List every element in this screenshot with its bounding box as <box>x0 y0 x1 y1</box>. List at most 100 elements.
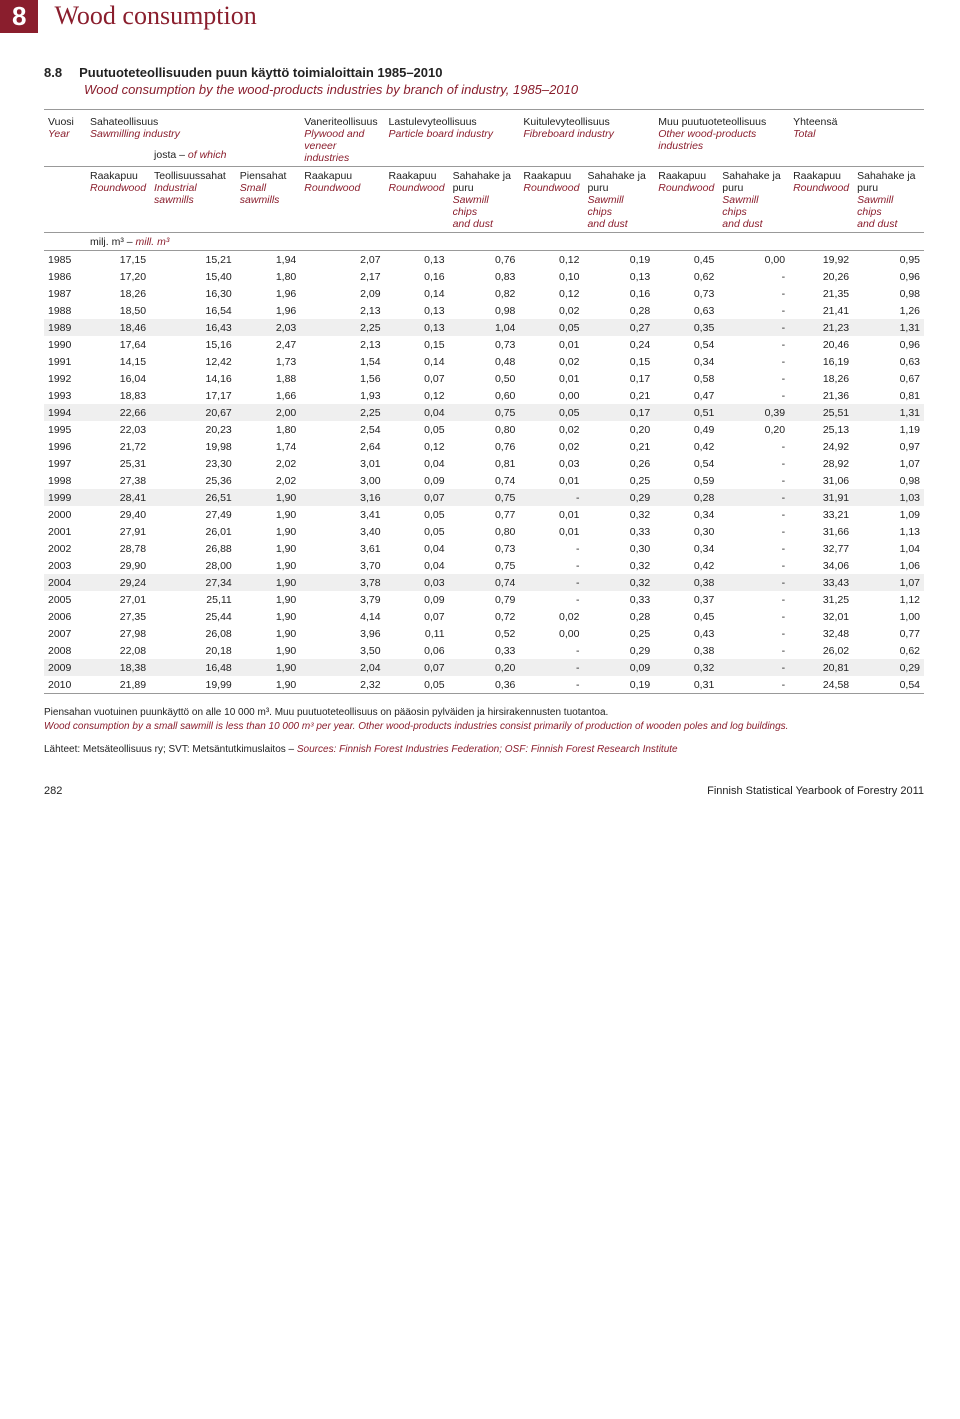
cell: 15,21 <box>150 251 236 269</box>
cell: 16,43 <box>150 319 236 336</box>
cell: 14,15 <box>86 353 150 370</box>
cell: 0,20 <box>718 421 789 438</box>
cell: 25,31 <box>86 455 150 472</box>
cell: 33,21 <box>789 506 853 523</box>
cell: 0,62 <box>853 642 924 659</box>
cell: 0,01 <box>519 523 583 540</box>
table-row: 199725,3123,302,023,010,040,810,030,260,… <box>44 455 924 472</box>
cell: 0,38 <box>654 642 718 659</box>
cell: 0,75 <box>449 404 520 421</box>
cell: 0,00 <box>519 387 583 404</box>
sources-en: Sources: Finnish Forest Industries Feder… <box>297 744 678 755</box>
cell: 0,67 <box>853 370 924 387</box>
table-head: Vuosi Year Sahateollisuus Sawmilling ind… <box>44 109 924 251</box>
cell: 22,66 <box>86 404 150 421</box>
cell: - <box>718 336 789 353</box>
cell: 0,07 <box>385 489 449 506</box>
cell: 0,54 <box>853 676 924 694</box>
cell: 2,25 <box>300 319 384 336</box>
cell: 0,49 <box>654 421 718 438</box>
cell: 1,80 <box>236 421 301 438</box>
cell: 16,48 <box>150 659 236 676</box>
cell: 0,36 <box>449 676 520 694</box>
cell: 18,46 <box>86 319 150 336</box>
cell: 2,47 <box>236 336 301 353</box>
sh-raaka-fi-2: Raakapuu <box>304 170 352 182</box>
table-row: 199422,6620,672,002,250,040,750,050,170,… <box>44 404 924 421</box>
hdr-total-en: Total <box>793 128 815 140</box>
cell: 0,73 <box>449 336 520 353</box>
cell: 0,30 <box>583 540 654 557</box>
cell: 3,41 <box>300 506 384 523</box>
cell: 1,90 <box>236 591 301 608</box>
sh-raaka-en-4: Roundwood <box>523 182 579 194</box>
cell: 1,74 <box>236 438 301 455</box>
sh-pien-fi: Piensahat <box>240 170 287 182</box>
cell: 0,29 <box>583 642 654 659</box>
cell: 29,90 <box>86 557 150 574</box>
sh-raaka-en-5: Roundwood <box>658 182 714 194</box>
cell: 0,14 <box>385 285 449 302</box>
cell: 0,13 <box>385 319 449 336</box>
cell: 1985 <box>44 251 86 269</box>
cell: 1,07 <box>853 455 924 472</box>
cell: 0,29 <box>853 659 924 676</box>
cell: 27,34 <box>150 574 236 591</box>
sh-saha-en2-3: and dust <box>722 218 762 230</box>
cell: 0,37 <box>654 591 718 608</box>
table-row: 200429,2427,341,903,780,030,74-0,320,38-… <box>44 574 924 591</box>
cell: - <box>718 642 789 659</box>
cell: 0,16 <box>385 268 449 285</box>
cell: 32,77 <box>789 540 853 557</box>
cell: 1,90 <box>236 557 301 574</box>
cell: - <box>718 285 789 302</box>
cell: 0,28 <box>654 489 718 506</box>
cell: 17,17 <box>150 387 236 404</box>
cell: 1,07 <box>853 574 924 591</box>
cell: 0,05 <box>519 319 583 336</box>
cell: 32,01 <box>789 608 853 625</box>
sh-raaka-en-6: Roundwood <box>793 182 849 194</box>
unit-fi: milj. m³ – <box>90 236 136 248</box>
cell: 18,83 <box>86 387 150 404</box>
cell: - <box>519 642 583 659</box>
cell: 0,76 <box>449 438 520 455</box>
cell: 18,38 <box>86 659 150 676</box>
cell: 2,02 <box>236 455 301 472</box>
table-row: 200329,9028,001,903,700,040,75-0,320,42-… <box>44 557 924 574</box>
hdr-fibre-fi: Kuitulevyteollisuus <box>523 116 609 128</box>
table-row: 199017,6415,162,472,130,150,730,010,240,… <box>44 336 924 353</box>
cell: 1,90 <box>236 676 301 694</box>
cell: 0,51 <box>654 404 718 421</box>
cell: - <box>718 574 789 591</box>
cell: 29,24 <box>86 574 150 591</box>
cell: 0,58 <box>654 370 718 387</box>
cell: 3,01 <box>300 455 384 472</box>
cell: 27,49 <box>150 506 236 523</box>
cell: 0,12 <box>519 251 583 269</box>
cell: 31,66 <box>789 523 853 540</box>
cell: 16,54 <box>150 302 236 319</box>
cell: 0,32 <box>654 659 718 676</box>
hdr-ply-fi: Vaneriteollisuus <box>304 116 377 128</box>
cell: 0,33 <box>449 642 520 659</box>
table-row: 200228,7826,881,903,610,040,73-0,300,34-… <box>44 540 924 557</box>
cell: 27,91 <box>86 523 150 540</box>
page-footer: 282 Finnish Statistical Yearbook of Fore… <box>0 775 960 815</box>
table-row: 198818,5016,541,962,130,130,980,020,280,… <box>44 302 924 319</box>
cell: - <box>519 489 583 506</box>
cell: 0,77 <box>449 506 520 523</box>
cell: 0,02 <box>519 302 583 319</box>
cell: 1,31 <box>853 319 924 336</box>
cell: 23,30 <box>150 455 236 472</box>
cell: 2,17 <box>300 268 384 285</box>
cell: 0,97 <box>853 438 924 455</box>
cell: 1,54 <box>300 353 384 370</box>
cell: - <box>718 268 789 285</box>
cell: 0,80 <box>449 523 520 540</box>
cell: 0,06 <box>385 642 449 659</box>
cell: 3,78 <box>300 574 384 591</box>
hdr-part-en: Particle board industry <box>389 128 493 140</box>
cell: - <box>718 608 789 625</box>
cell: 1994 <box>44 404 86 421</box>
